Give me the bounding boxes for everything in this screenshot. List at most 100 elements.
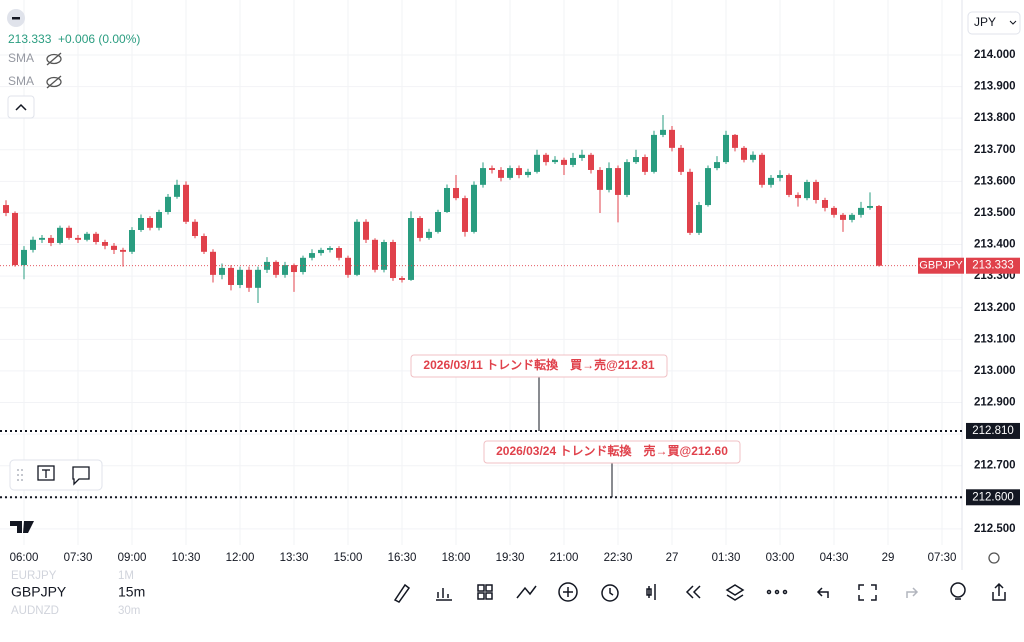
candle-body: [795, 194, 801, 199]
y-tick-label: 212.900: [974, 397, 1016, 409]
candle-body: [174, 184, 180, 197]
candle-body: [606, 168, 612, 190]
drawing-toolbar: [9, 459, 103, 491]
y-tick-label: 213.700: [974, 144, 1016, 156]
candle-body: [192, 221, 198, 237]
candle-body: [624, 162, 630, 195]
annotation-box: [483, 440, 741, 464]
y-tick-label: 213.400: [974, 239, 1016, 251]
hline-tag: [966, 422, 1020, 439]
candle-body: [660, 129, 666, 135]
candle-body: [462, 198, 468, 232]
candle-body: [642, 157, 648, 172]
candle-body: [687, 171, 693, 233]
candle-body: [849, 214, 855, 220]
annotation-box: [410, 354, 668, 378]
y-tick-label: 213.100: [974, 333, 1016, 345]
candle-body: [426, 231, 432, 238]
watch-interval: 15m: [118, 584, 145, 600]
drawing-tools[interactable]: [37, 465, 90, 486]
candle-body: [417, 218, 423, 238]
candle-body: [552, 159, 558, 163]
x-tick-label: 04:30: [820, 552, 849, 564]
y-tick-label: 213.500: [974, 207, 1016, 219]
bottom-toolbar[interactable]: [393, 582, 1006, 603]
candle-body: [534, 154, 540, 172]
candle-body: [525, 171, 531, 176]
x-tick-label: 13:30: [280, 552, 309, 564]
x-tick-label: 06:00: [10, 552, 39, 564]
indicator: SMA: [8, 74, 34, 88]
y-tick-label: 212.700: [974, 460, 1016, 472]
chevron: [15, 103, 27, 111]
candle-body: [21, 249, 27, 266]
minus-icon: [12, 17, 20, 20]
collapse-legend[interactable]: [7, 95, 35, 119]
price-tag: [966, 257, 1020, 274]
annotation-text: 2026/03/11 トレンド転換 買→売@212.81: [423, 357, 654, 372]
watch-interval: 30m: [118, 605, 140, 617]
x-tick-label: 22:30: [604, 552, 633, 564]
y-tick-label: 213.900: [974, 81, 1016, 93]
candle-body: [273, 261, 279, 275]
price-tag-text: 213.333: [972, 260, 1014, 272]
x-tick-label: 29: [882, 552, 895, 564]
candle-body: [381, 242, 387, 270]
candle-body: [840, 214, 846, 220]
y-tick-label: 213.200: [974, 302, 1016, 314]
candle-body: [3, 205, 9, 213]
candle-body: [453, 187, 459, 199]
candle-body: [291, 265, 297, 273]
x-tick-label: 01:30: [712, 552, 741, 564]
candle-body: [597, 169, 603, 190]
candle-body: [345, 257, 351, 275]
candle-body: [822, 199, 828, 208]
settings-icon[interactable]: [988, 552, 1000, 564]
candle-body: [147, 218, 153, 228]
candle-body: [327, 248, 333, 250]
dropdown-arrow: [1009, 20, 1017, 25]
candle-body: [858, 207, 864, 215]
candle-body: [129, 230, 135, 252]
candle-body: [507, 168, 513, 178]
currency: JPY: [974, 15, 996, 29]
candle-body: [480, 168, 486, 185]
candle-body: [111, 245, 117, 250]
candle-body: [75, 237, 81, 240]
indicator: SMA: [8, 51, 34, 65]
candle-body: [759, 154, 765, 185]
candle-body: [561, 159, 567, 165]
x-tick-label: 21:00: [550, 552, 579, 564]
candle-body: [669, 129, 675, 148]
candle-body: [57, 227, 63, 243]
candle-body: [579, 154, 585, 158]
candle-body: [714, 162, 720, 169]
x-tick-label: 03:00: [766, 552, 795, 564]
watch-interval: 1M: [118, 570, 134, 582]
x-tick-label: 10:30: [172, 552, 201, 564]
candle-body: [408, 218, 414, 280]
candle-body: [84, 233, 90, 240]
candle-body: [723, 134, 729, 163]
eye-icons[interactable]: [46, 52, 62, 89]
price-header: 213.333: [8, 32, 52, 46]
x-tick-label: 12:00: [226, 552, 255, 564]
candle-body: [651, 134, 657, 172]
candle-body: [570, 157, 576, 165]
candle-body: [336, 248, 342, 258]
candle-body: [228, 267, 234, 285]
drag-handle: [17, 469, 23, 481]
hline-tag: [966, 489, 1020, 506]
currency-select[interactable]: [967, 11, 1021, 35]
x-tick-label: 07:30: [64, 552, 93, 564]
candle-body: [255, 269, 261, 288]
candle-body: [543, 154, 549, 163]
candle-body: [768, 177, 774, 185]
hline-tag-text: 212.810: [972, 425, 1014, 437]
x-tick-label: 09:00: [118, 552, 147, 564]
candle-body: [48, 237, 54, 243]
watch-symbol: GBPJPY: [11, 584, 67, 600]
candle-body: [39, 237, 45, 240]
candle-body: [444, 187, 450, 212]
candle-body: [516, 168, 522, 176]
